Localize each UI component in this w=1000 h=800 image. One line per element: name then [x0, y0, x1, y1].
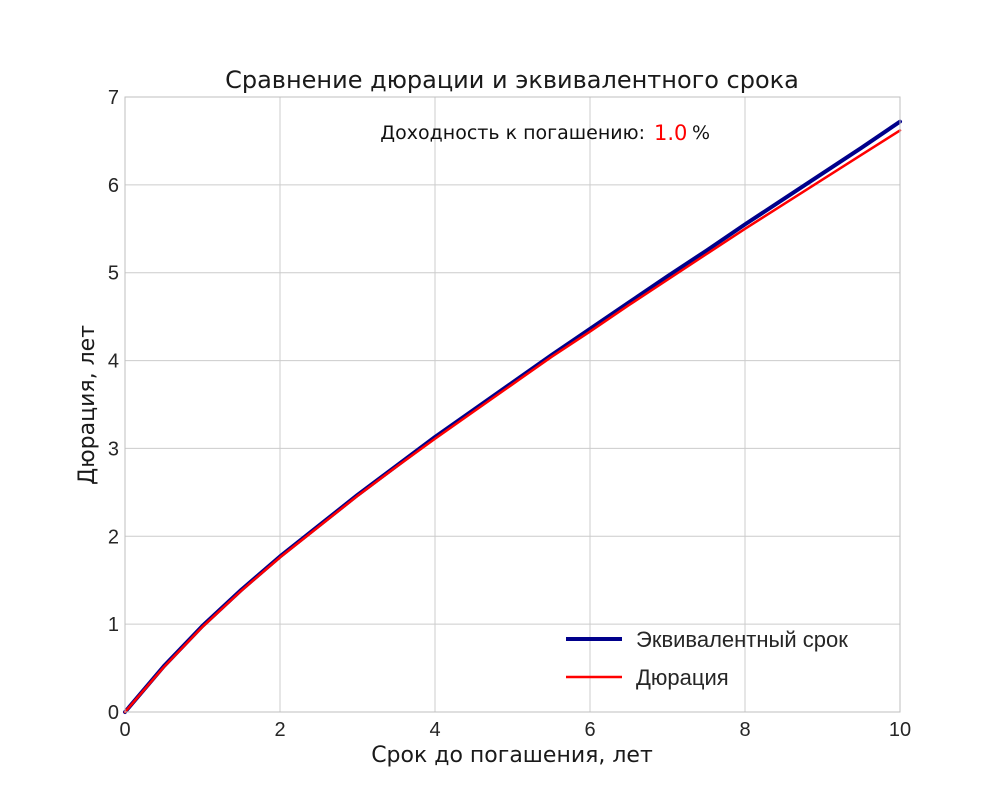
y-tick-labels: 0 1 2 3 4 5 6 7	[108, 87, 119, 724]
chart-title: Сравнение дюрации и эквивалентного срока	[225, 66, 799, 94]
x-tick-labels: 0 2 4 6 8 10	[119, 719, 911, 741]
x-tick-label: 4	[429, 719, 440, 741]
x-tick-label: 6	[584, 719, 595, 741]
series-lines	[123, 119, 902, 714]
y-tick-label: 2	[108, 526, 119, 548]
y-tick-label: 6	[108, 175, 119, 197]
y-tick-label: 3	[108, 438, 119, 460]
y-tick-label: 7	[108, 87, 119, 109]
x-tick-label: 10	[889, 719, 911, 741]
y-tick-label: 1	[108, 614, 119, 636]
annotation-prefix: Доходность к погашению:	[380, 122, 645, 144]
annotation: Доходность к погашению: 1.0 %	[380, 121, 710, 145]
y-tick-label: 4	[108, 351, 119, 373]
x-axis-label: Срок до погашения, лет	[371, 743, 653, 768]
legend-label-equivalent-term: Эквивалентный срок	[636, 627, 848, 652]
annotation-value: 1.0	[654, 121, 687, 145]
x-tick-label: 0	[119, 719, 130, 741]
legend: Эквивалентный срок Дюрация	[566, 627, 848, 690]
x-tick-label: 2	[274, 719, 285, 741]
y-axis-label: Дюрация, лет	[75, 325, 100, 485]
x-tick-label: 8	[739, 719, 750, 741]
series-line-duration	[123, 129, 902, 714]
annotation-suffix: %	[692, 122, 710, 144]
plot-frame	[124, 96, 901, 713]
y-tick-label: 0	[108, 702, 119, 724]
y-tick-label: 5	[108, 263, 119, 285]
legend-label-duration: Дюрация	[636, 665, 729, 690]
